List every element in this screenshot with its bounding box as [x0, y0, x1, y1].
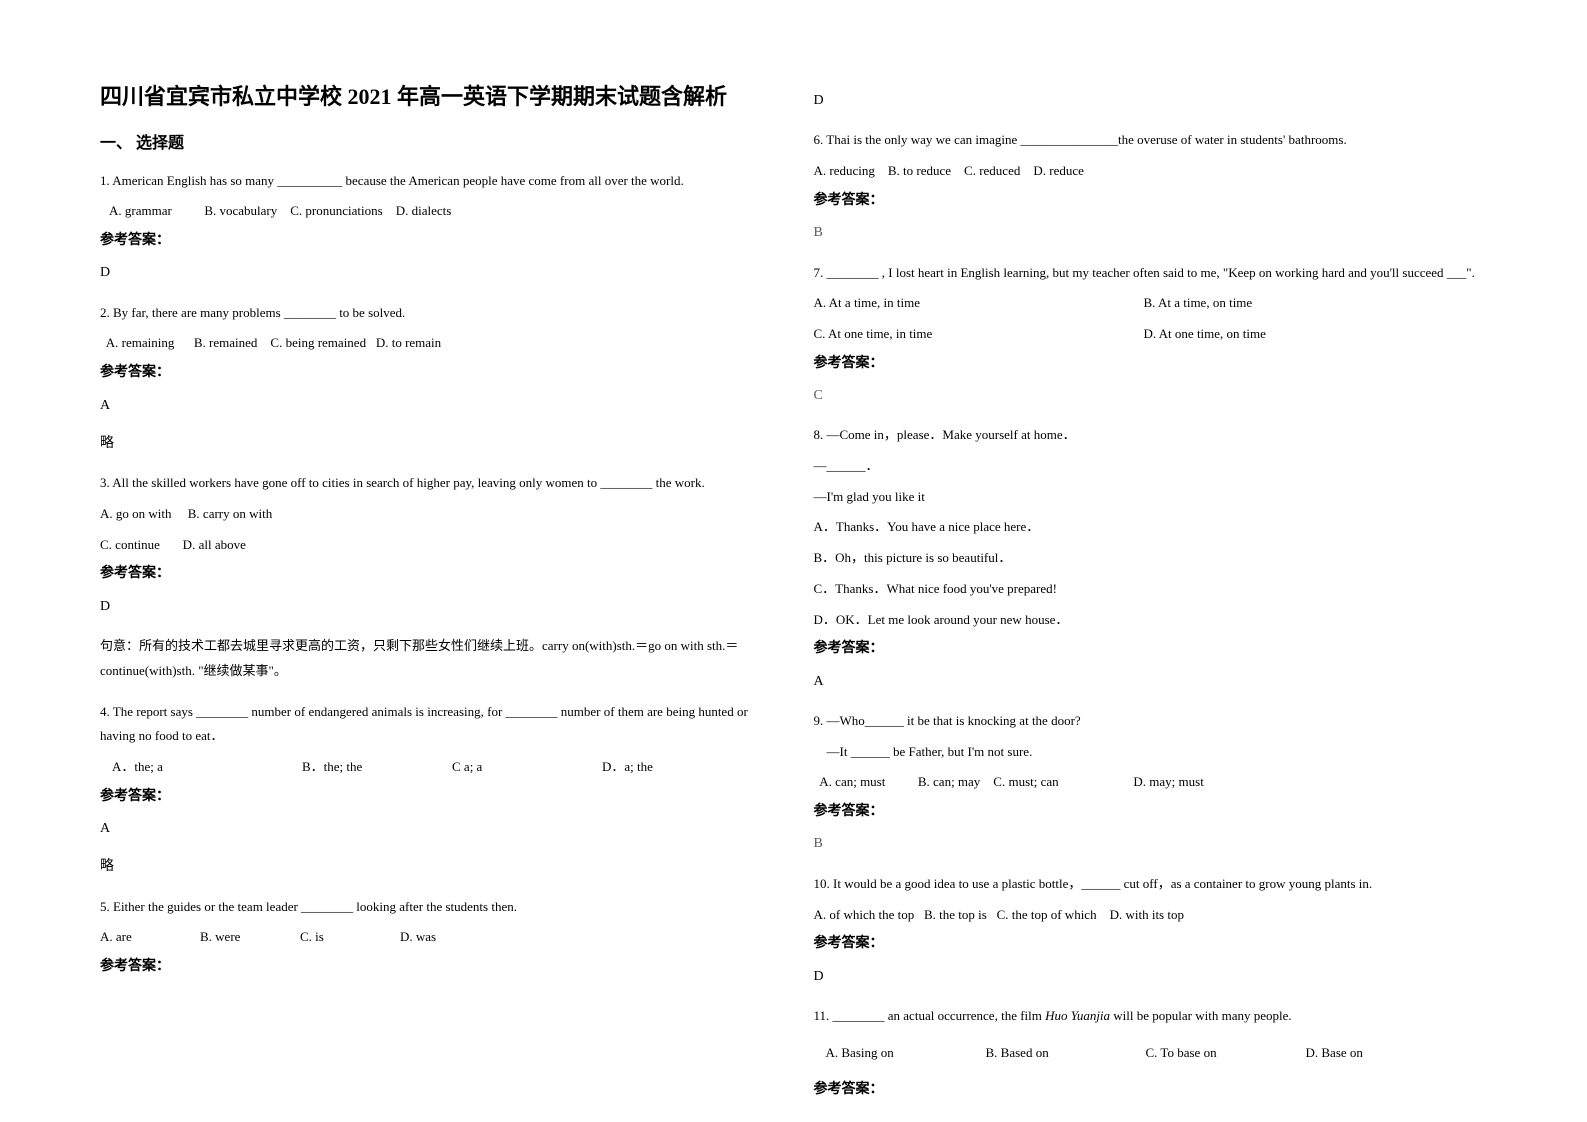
q9-options: A. can; must B. can; may C. must; can D.… — [814, 770, 1488, 795]
q4-d: D．a; the — [602, 755, 752, 780]
q4-options: A．the; a B．the; the C a; a D．a; the — [100, 755, 754, 780]
q4-text: 4. The report says ________ number of en… — [100, 700, 754, 749]
answer-label: 参考答案： — [814, 801, 1488, 823]
q8-a: A．Thanks．You have a nice place here． — [814, 515, 1488, 540]
document-title: 四川省宜宾市私立中学校 2021 年高一英语下学期期末试题含解析 — [100, 80, 754, 113]
q2-answer: A — [100, 395, 754, 417]
q8-l2: —______． — [814, 454, 1488, 479]
q11-options: A. Basing on B. Based on C. To base on D… — [814, 1041, 1488, 1066]
q2-omit: 略 — [100, 433, 754, 455]
q5-text: 5. Either the guides or the team leader … — [100, 895, 754, 920]
answer-label: 参考答案： — [814, 638, 1488, 660]
q3-opts2: C. continue D. all above — [100, 533, 754, 558]
q7-opts-row1: A. At a time, in time B. At a time, on t… — [814, 291, 1488, 316]
left-column: 四川省宜宾市私立中学校 2021 年高一英语下学期期末试题含解析 一、 选择题 … — [100, 80, 794, 1082]
q3-opts1: A. go on with B. carry on with — [100, 502, 754, 527]
q5-b: B. were — [200, 925, 300, 950]
q11-d: D. Base on — [1306, 1041, 1466, 1066]
q3-answer: D — [100, 596, 754, 618]
q7-text: 7. ________ , I lost heart in English le… — [814, 261, 1488, 286]
q8-c: C．Thanks．What nice food you've prepared! — [814, 577, 1488, 602]
page: 四川省宜宾市私立中学校 2021 年高一英语下学期期末试题含解析 一、 选择题 … — [0, 0, 1587, 1122]
q11-b: B. Based on — [986, 1041, 1146, 1066]
q1-answer: D — [100, 262, 754, 284]
q11-c: C. To base on — [1146, 1041, 1306, 1066]
q6-text: 6. Thai is the only way we can imagine _… — [814, 128, 1488, 153]
q8-b: B．Oh，this picture is so beautiful． — [814, 546, 1488, 571]
q8-answer: A — [814, 671, 1488, 693]
answer-label: 参考答案： — [100, 786, 754, 808]
q11-pre: 11. ________ an actual occurrence, the f… — [814, 1008, 1046, 1023]
answer-label: 参考答案： — [100, 563, 754, 585]
q11-text: 11. ________ an actual occurrence, the f… — [814, 1004, 1488, 1029]
q8-l1: 8. —Come in，please．Make yourself at home… — [814, 423, 1488, 448]
q5-options: A. are B. were C. is D. was — [100, 925, 754, 950]
q9-answer: B — [814, 833, 1488, 855]
q2-options: A. remaining B. remained C. being remain… — [100, 331, 754, 356]
answer-label: 参考答案： — [814, 1079, 1488, 1101]
q7-opts-row2: C. At one time, in time D. At one time, … — [814, 322, 1488, 347]
answer-label: 参考答案： — [100, 230, 754, 252]
q6-answer: B — [814, 222, 1488, 244]
q10-text: 10. It would be a good idea to use a pla… — [814, 872, 1488, 897]
q6-options: A. reducing B. to reduce C. reduced D. r… — [814, 159, 1488, 184]
q5-a: A. are — [100, 925, 200, 950]
answer-label: 参考答案： — [100, 362, 754, 384]
q4-c: C a; a — [452, 755, 602, 780]
q5-answer: D — [814, 90, 1488, 112]
answer-label: 参考答案： — [814, 353, 1488, 375]
right-column: D 6. Thai is the only way we can imagine… — [794, 80, 1488, 1082]
answer-label: 参考答案： — [100, 956, 754, 978]
q9-l1: 9. —Who______ it be that is knocking at … — [814, 709, 1488, 734]
q11-a: A. Basing on — [826, 1041, 986, 1066]
q1-options: A. grammar B. vocabulary C. pronunciatio… — [100, 199, 754, 224]
q2-text: 2. By far, there are many problems _____… — [100, 301, 754, 326]
q7-a: A. At a time, in time — [814, 291, 1144, 316]
q7-b: B. At a time, on time — [1144, 291, 1474, 316]
q4-omit: 略 — [100, 856, 754, 878]
q8-d: D．OK．Let me look around your new house． — [814, 608, 1488, 633]
q10-options: A. of which the top B. the top is C. the… — [814, 903, 1488, 928]
q7-d: D. At one time, on time — [1144, 322, 1474, 347]
q4-a: A．the; a — [100, 755, 302, 780]
q1-text: 1. American English has so many ________… — [100, 169, 754, 194]
q8-l3: —I'm glad you like it — [814, 485, 1488, 510]
q7-c: C. At one time, in time — [814, 322, 1144, 347]
q4-answer: A — [100, 818, 754, 840]
q9-l2: —It ______ be Father, but I'm not sure. — [814, 740, 1488, 765]
q5-c: C. is — [300, 925, 400, 950]
q7-answer: C — [814, 385, 1488, 407]
q10-answer: D — [814, 966, 1488, 988]
q11-post: will be popular with many people. — [1110, 1008, 1292, 1023]
q3-note: 句意：所有的技术工都去城里寻求更高的工资，只剩下那些女性们继续上班。carry … — [100, 634, 754, 683]
q11-italic: Huo Yuanjia — [1045, 1008, 1110, 1023]
q5-d: D. was — [400, 925, 500, 950]
answer-label: 参考答案： — [814, 933, 1488, 955]
section-header: 一、 选择题 — [100, 131, 754, 157]
answer-label: 参考答案： — [814, 190, 1488, 212]
q4-b: B．the; the — [302, 755, 452, 780]
q3-text: 3. All the skilled workers have gone off… — [100, 471, 754, 496]
